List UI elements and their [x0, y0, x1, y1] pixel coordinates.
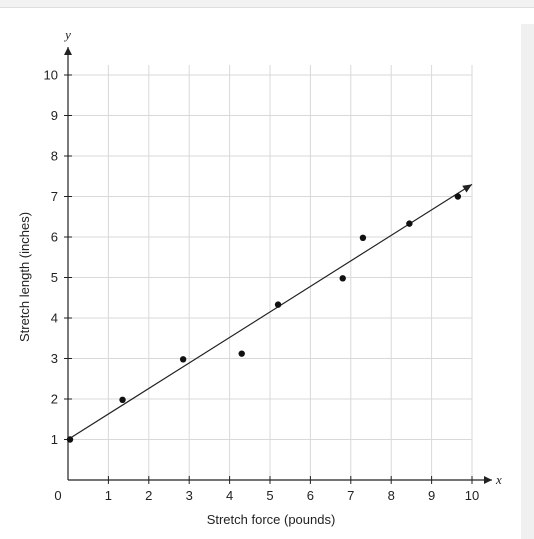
top-bar	[0, 0, 534, 8]
x-tick-label: 3	[186, 488, 193, 503]
trend-line-arrow-icon	[462, 184, 472, 193]
y-axis-arrow-icon	[64, 47, 72, 55]
tick-labels: 0 1 2 3 4 5 6 7 8 9 10 1 2 3 4 5 6 7 8 9 10	[44, 68, 480, 504]
y-tick-label: 4	[51, 311, 58, 326]
y-tick-label: 5	[51, 270, 58, 285]
right-side-panel	[521, 24, 534, 539]
x-tick-label: 5	[266, 488, 273, 503]
x-axis-arrow-icon	[484, 476, 492, 484]
data-point	[66, 436, 74, 443]
grid	[68, 65, 473, 480]
x-tick-label: 4	[226, 488, 233, 503]
data-point	[359, 234, 367, 242]
axes	[64, 47, 492, 484]
x-axis-variable: x	[495, 472, 502, 487]
x-axis-title: Stretch force (pounds)	[207, 512, 336, 527]
data-point	[339, 275, 346, 282]
y-axis-variable: y	[63, 27, 71, 42]
data-point	[454, 193, 462, 200]
data-point	[274, 301, 282, 308]
data-point	[406, 220, 413, 227]
trend-line	[67, 183, 473, 441]
x-tick-label: 8	[388, 488, 395, 503]
x-tick-label: 6	[307, 488, 314, 503]
y-tick-label: 6	[51, 230, 58, 245]
y-tick-label: 7	[51, 189, 58, 204]
y-tick-label: 10	[44, 68, 58, 83]
x-tick-label: 1	[105, 488, 112, 503]
y-tick-label: 3	[51, 351, 58, 366]
x-tick-label: 7	[347, 488, 354, 503]
scatter-chart: 0 1 2 3 4 5 6 7 8 9 10 1 2 3 4 5 6 7 8 9 10 Stretch force (p…	[17, 27, 502, 527]
trend-line-group	[67, 183, 473, 441]
y-tick-label: 8	[51, 149, 58, 164]
y-tick-label: 2	[51, 392, 58, 407]
x-tick-label: 10	[465, 488, 479, 503]
x-tick-label: 9	[428, 488, 435, 503]
data-point	[179, 356, 187, 363]
y-tick-label: 1	[51, 432, 58, 447]
data-points	[66, 193, 462, 443]
y-axis-title: Stretch length (inches)	[17, 212, 32, 342]
data-point	[238, 350, 245, 357]
y-tick-label: 9	[51, 108, 58, 123]
x-tick-label: 2	[145, 488, 152, 503]
x-tick-label: 0	[54, 488, 61, 503]
data-point	[119, 396, 126, 404]
